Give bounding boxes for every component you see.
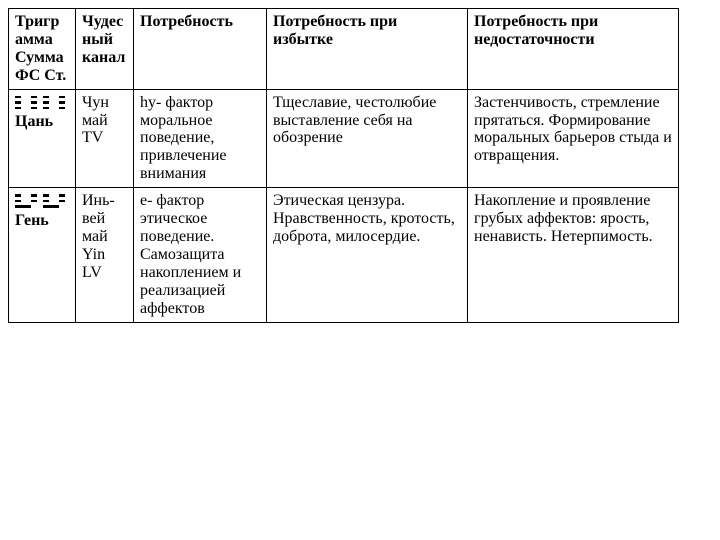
table-row: Цань Чун май TV hy- фактор моральное пов… <box>9 89 679 188</box>
cell-excess: Тщеславие, честолюбие выставление себя н… <box>267 89 468 188</box>
header-cell-trigram: Тригр амма Сумма ФС Ст. <box>9 9 76 90</box>
main-table: Тригр амма Сумма ФС Ст. Чудес ный канал … <box>8 8 679 323</box>
header-cell-channel: Чудес ный канал <box>76 9 134 90</box>
table-row: Гень Инь-вей май Yin LV e- фактор этичес… <box>9 188 679 322</box>
cell-deficit: Застенчивость, стремление прятаться. Фор… <box>468 89 679 188</box>
header-cell-need: Потребность <box>134 9 267 90</box>
trigram-icon <box>15 194 37 208</box>
cell-channel: Чун май TV <box>76 89 134 188</box>
header-cell-deficit: Потребность при недостаточности <box>468 9 679 90</box>
cell-need: e- фактор этическое поведение. Самозащит… <box>134 188 267 322</box>
cell-excess: Этическая цензура. Нравственность, крото… <box>267 188 468 322</box>
trigram-icon <box>43 96 65 110</box>
trigram-label: Цань <box>15 113 69 131</box>
cell-trigram: Гень <box>9 188 76 322</box>
header-cell-excess: Потребность при избытке <box>267 9 468 90</box>
trigram-icon <box>15 96 37 110</box>
header-row: Тригр амма Сумма ФС Ст. Чудес ный канал … <box>9 9 679 90</box>
cell-deficit: Накопление и проявление грубых аффектов:… <box>468 188 679 322</box>
cell-channel: Инь-вей май Yin LV <box>76 188 134 322</box>
trigram-icon <box>43 194 65 208</box>
cell-need: hy- фактор моральное поведение, привлече… <box>134 89 267 188</box>
cell-trigram: Цань <box>9 89 76 188</box>
trigram-label: Гень <box>15 212 69 230</box>
